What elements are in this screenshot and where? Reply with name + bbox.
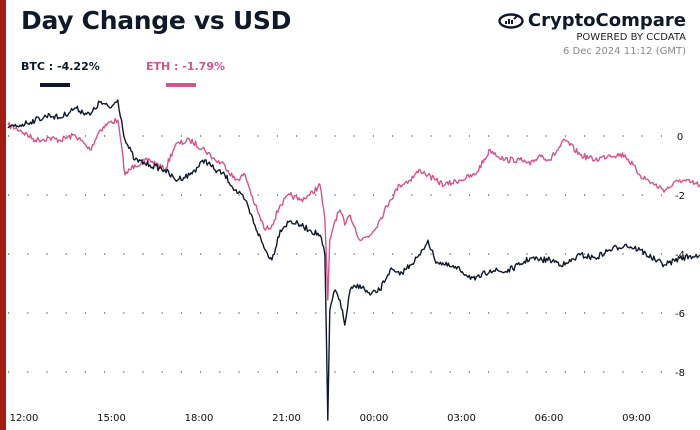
y-tick-label: -4	[675, 250, 685, 261]
x-tick-label: 09:00	[622, 413, 651, 424]
timestamp: 6 Dec 2024 11:12 (GMT)	[563, 46, 686, 57]
y-tick-label: 0	[677, 132, 683, 143]
chart-title: Day Change vs USD	[21, 6, 292, 35]
x-tick-label: 03:00	[447, 413, 476, 424]
brand-block: CryptoCompare POWERED BY CCDATA 6 Dec 20…	[498, 10, 686, 57]
series-line-btc	[7, 99, 700, 421]
x-tick-label: 00:00	[360, 413, 389, 424]
x-tick-label: 15:00	[97, 413, 126, 424]
x-tick-label: 12:00	[10, 413, 39, 424]
brand-logo[interactable]: CryptoCompare	[498, 10, 686, 31]
y-tick-label: -8	[675, 368, 685, 379]
x-tick-label: 06:00	[535, 413, 564, 424]
x-tick-label: 18:00	[185, 413, 214, 424]
legend-eth-swatch	[166, 83, 196, 87]
powered-by: POWERED BY CCDATA	[576, 32, 686, 43]
legend-btc-swatch	[40, 83, 70, 87]
cryptocompare-logo-icon	[498, 12, 524, 29]
y-tick-label: -2	[675, 191, 685, 202]
x-tick-label: 21:00	[272, 413, 301, 424]
legend-btc[interactable]: BTC : -4.22%	[21, 60, 100, 87]
series-line-eth	[7, 117, 700, 301]
legend-eth[interactable]: ETH : -1.79%	[146, 60, 226, 87]
legend-eth-label: ETH : -1.79%	[146, 60, 226, 73]
legend-btc-label: BTC : -4.22%	[21, 60, 100, 73]
brand-name: CryptoCompare	[527, 10, 686, 31]
accent-bar	[0, 0, 6, 430]
y-tick-label: -6	[675, 309, 685, 320]
